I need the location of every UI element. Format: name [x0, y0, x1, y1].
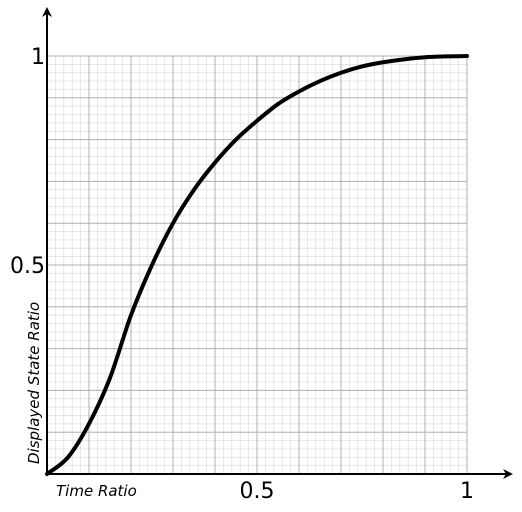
y-axis-title: Displayed State Ratio	[25, 302, 43, 464]
y-tick-label: 0.5	[10, 254, 45, 279]
series-line	[45, 54, 469, 476]
x-tick-label: 0.5	[240, 479, 275, 504]
major-grid	[47, 55, 468, 474]
labels-layer: 0.5 1 0.5 1	[10, 45, 474, 504]
series-layer	[45, 54, 469, 476]
y-tick-label: 1	[31, 45, 45, 70]
x-axis-title: Time Ratio	[56, 482, 137, 500]
x-tick-label: 1	[460, 479, 474, 504]
axes	[42, 7, 513, 479]
